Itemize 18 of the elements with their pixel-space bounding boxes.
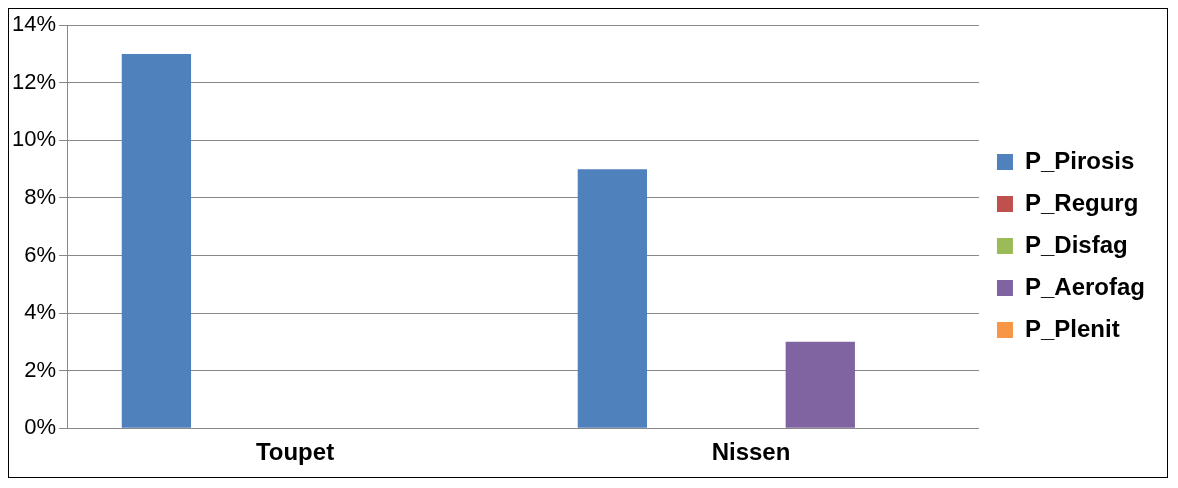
legend-label: P_Plenit: [1024, 314, 1120, 342]
legend-label: P_Disfag: [1024, 230, 1128, 258]
legend-label: P_Aerofag: [1024, 272, 1146, 300]
y-tick-label: 4%: [24, 299, 57, 325]
legend-label: P_Pirosis: [1024, 146, 1135, 174]
bar: [121, 53, 192, 428]
y-tick-label: 2%: [24, 356, 57, 382]
bar: [785, 341, 855, 428]
y-tick-label: 6%: [24, 241, 57, 267]
y-tick-label: 12%: [11, 68, 57, 94]
y-tick-label: 8%: [24, 183, 57, 209]
y-tick-label: 10%: [11, 126, 57, 152]
legend-label: P_Regurg: [1024, 188, 1139, 216]
y-tick-label: 0%: [24, 414, 57, 440]
x-tick-label: Toupet: [255, 438, 335, 466]
x-tick-label: Nissen: [711, 438, 791, 466]
y-tick-label: 14%: [11, 11, 57, 37]
bar: [577, 169, 648, 428]
